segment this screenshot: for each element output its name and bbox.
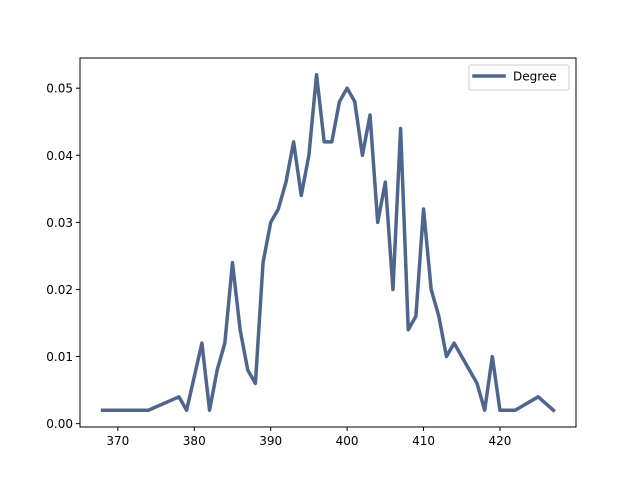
data-point-21 bbox=[330, 140, 333, 143]
legend-frame bbox=[468, 64, 570, 91]
data-point-30 bbox=[399, 127, 402, 130]
data-point-8 bbox=[231, 261, 234, 264]
data-point-11 bbox=[254, 382, 257, 385]
y-tick-label-1: 0.01 bbox=[46, 350, 73, 364]
data-point-7 bbox=[223, 342, 226, 345]
data-point-29 bbox=[391, 288, 394, 291]
data-point-32 bbox=[414, 315, 417, 318]
data-point-43 bbox=[537, 395, 540, 398]
data-point-14 bbox=[277, 207, 280, 210]
data-point-22 bbox=[338, 100, 341, 103]
data-point-28 bbox=[384, 181, 387, 184]
x-tick-label-390: 390 bbox=[259, 434, 282, 448]
data-point-6 bbox=[216, 368, 219, 371]
data-point-16 bbox=[292, 140, 295, 143]
data-point-42 bbox=[514, 409, 517, 412]
x-tick-label-410: 410 bbox=[412, 434, 435, 448]
data-point-39 bbox=[483, 409, 486, 412]
data-point-23 bbox=[346, 87, 349, 90]
data-point-5 bbox=[208, 409, 211, 412]
y-tick-label-5: 0.05 bbox=[46, 82, 73, 96]
series-line-degree bbox=[100, 73, 556, 413]
data-point-17 bbox=[300, 194, 303, 197]
legend-label-degree: Degree bbox=[513, 70, 557, 84]
axes-frame bbox=[79, 57, 577, 428]
data-point-44 bbox=[552, 409, 555, 412]
data-point-10 bbox=[246, 368, 249, 371]
data-point-19 bbox=[315, 73, 318, 76]
data-point-1 bbox=[147, 409, 150, 412]
data-point-40 bbox=[491, 355, 494, 358]
data-point-13 bbox=[269, 221, 272, 224]
data-point-20 bbox=[323, 140, 326, 143]
data-point-38 bbox=[476, 382, 479, 385]
data-point-31 bbox=[407, 328, 410, 331]
data-point-37 bbox=[453, 342, 456, 345]
data-point-12 bbox=[262, 261, 265, 264]
data-point-9 bbox=[239, 328, 242, 331]
data-point-4 bbox=[200, 342, 203, 345]
y-tick-label-0: 0.00 bbox=[46, 417, 73, 431]
x-tick-label-400: 400 bbox=[336, 434, 359, 448]
y-tick-label-3: 0.03 bbox=[46, 216, 73, 230]
data-point-41 bbox=[498, 409, 501, 412]
data-point-25 bbox=[361, 154, 364, 157]
data-point-0 bbox=[101, 409, 104, 412]
legend: Degree bbox=[468, 64, 570, 91]
data-point-33 bbox=[422, 207, 425, 210]
x-tick-label-380: 380 bbox=[183, 434, 206, 448]
data-point-35 bbox=[437, 315, 440, 318]
data-point-34 bbox=[430, 288, 433, 291]
data-point-36 bbox=[445, 355, 448, 358]
data-point-26 bbox=[369, 114, 372, 117]
x-tick-label-420: 420 bbox=[489, 434, 512, 448]
data-point-24 bbox=[353, 100, 356, 103]
data-point-3 bbox=[185, 409, 188, 412]
data-point-2 bbox=[177, 395, 180, 398]
data-point-18 bbox=[307, 154, 310, 157]
data-point-15 bbox=[284, 181, 287, 184]
y-tick-label-4: 0.04 bbox=[46, 149, 73, 163]
x-tick-label-370: 370 bbox=[106, 434, 129, 448]
data-point-27 bbox=[376, 221, 379, 224]
plot-area: 370 380 390 400 410 420 0.00 0.01 0.02 0.03 0.04 0.… bbox=[46, 57, 577, 448]
y-tick-label-2: 0.02 bbox=[46, 283, 73, 297]
